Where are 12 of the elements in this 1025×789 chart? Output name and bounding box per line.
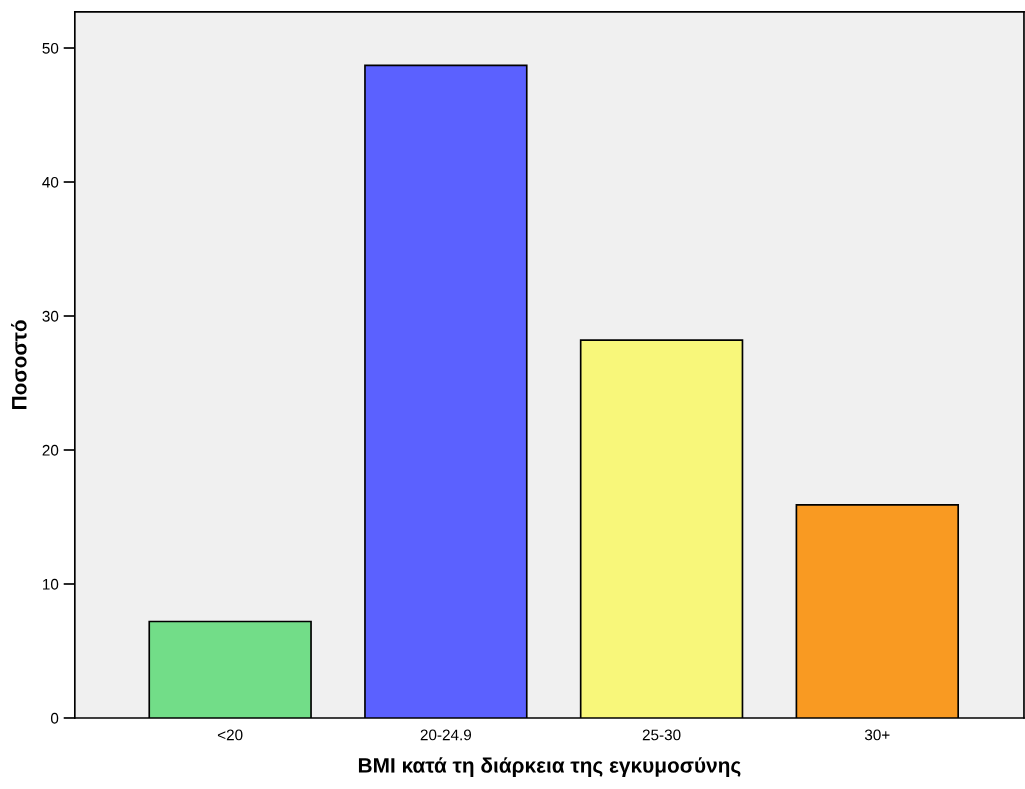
x-tick-label: <20 xyxy=(217,729,243,741)
x-tick-label: 30+ xyxy=(864,729,890,741)
x-tick-label: 25-30 xyxy=(642,729,681,741)
y-tick-label: 40 xyxy=(42,176,59,188)
y-tick-label: 20 xyxy=(42,444,59,456)
y-tick-label: 0 xyxy=(50,712,59,724)
y-tick-label: 50 xyxy=(42,42,59,54)
y-tick-label: 10 xyxy=(43,578,59,590)
y-axis-title: Ποσοστό xyxy=(11,320,27,410)
y-tick-label: 30 xyxy=(42,310,59,322)
x-axis-title: BMI κατά τη διάρκεια της εγκυμοσύνης xyxy=(358,757,741,777)
x-tick-label: 20-24.9 xyxy=(420,729,472,741)
